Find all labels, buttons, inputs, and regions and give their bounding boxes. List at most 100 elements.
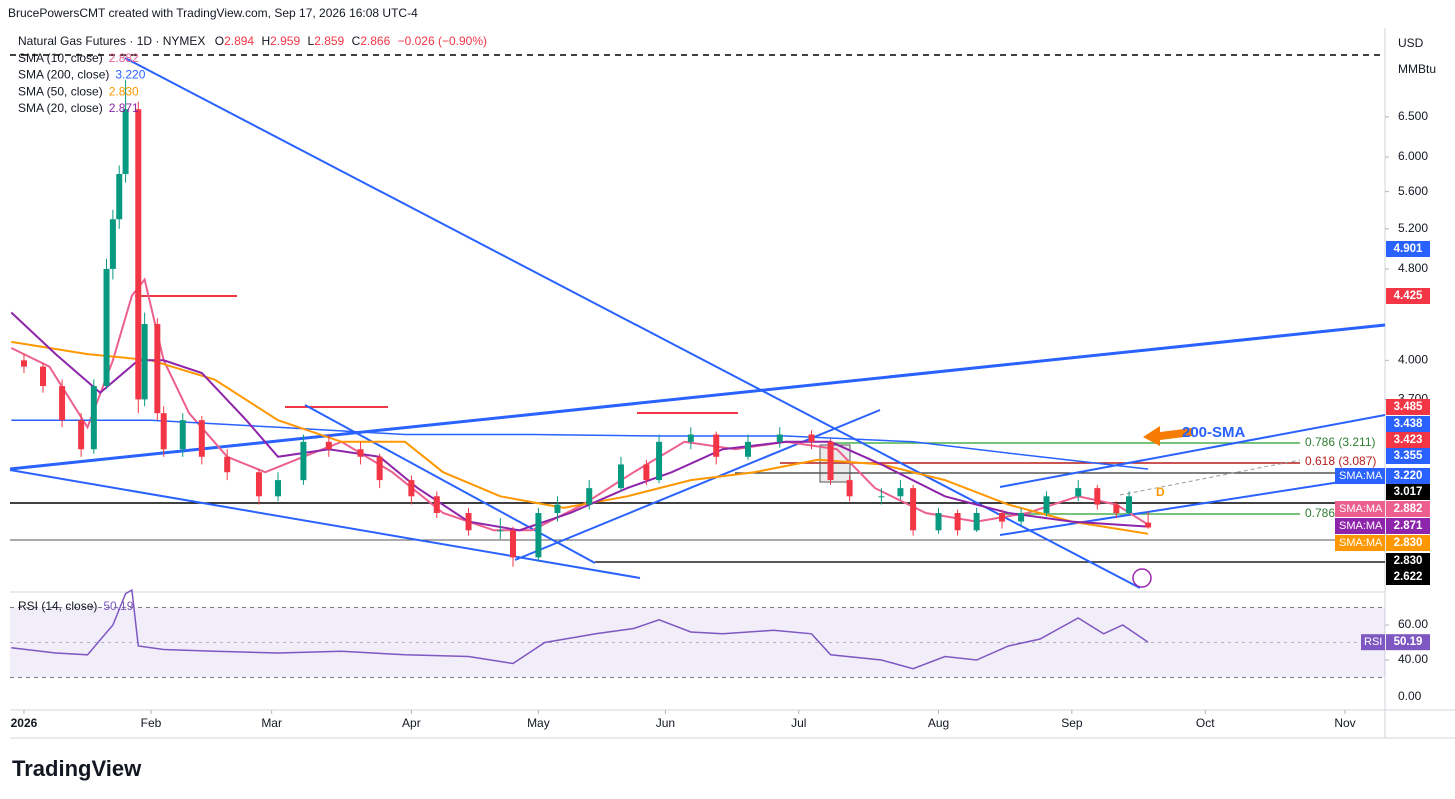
badge-tag: SMA:MA [1339,470,1383,482]
candle-body [1113,504,1120,514]
legend-name: SMA (50, close) [18,85,103,99]
legend-entry: SMA (50, close) 2.830 [18,85,139,99]
candle-body [103,268,110,387]
candle-body [1126,496,1133,514]
candle-body [300,441,307,481]
x-tick-label: 2026 [11,716,38,730]
badge-tag: RSI [1364,636,1382,648]
candle-body [1145,522,1152,528]
badge-tag: SMA:MA [1339,520,1383,532]
candle-body [973,513,980,531]
candle-body [275,480,282,497]
candle-body [586,488,593,505]
price-badge: 2.830 [1394,537,1423,549]
trend-line [124,57,1141,589]
price-badge: 3.423 [1394,434,1423,446]
ohlc-prefix: C [352,34,361,48]
x-tick-label: Feb [141,716,162,730]
badge-tag-bg [1335,518,1385,534]
candle-body [20,360,27,367]
legend-value: 2.830 [109,85,139,99]
candle-body [808,434,815,442]
trend-line [304,404,596,564]
candle-body [497,530,504,532]
badge-tag: SMA:MA [1339,537,1383,549]
x-tick-label: Jul [791,716,806,730]
candle-body [643,464,650,481]
indicator-line [11,588,1149,670]
y-tick-label: 6.500 [1398,109,1428,123]
candle-body [617,464,624,489]
badge-tag-bg [1335,468,1385,484]
ohlc-value: 2.866 [360,34,390,48]
fib-label: 0.786 (3.211) [1305,435,1376,449]
price-badge-bg [1386,634,1430,651]
alert-icon [1132,568,1152,588]
price-badge-bg [1386,518,1430,534]
price-badge: 4.425 [1394,290,1423,302]
candle-body [999,513,1006,522]
candle-body [122,109,129,175]
y-tick-label: 4.000 [1398,353,1428,367]
badge-tag-bg [1335,501,1385,517]
legend-value: 50.19 [103,599,133,613]
price-badge-bg [1386,535,1430,551]
price-badge: 2.622 [1394,571,1423,583]
ohlc-value: 2.894 [224,34,254,48]
legend-entry: SMA (20, close) 2.871 [18,101,139,115]
trend-line [999,474,1386,536]
price-badge: 2.871 [1394,520,1423,532]
price-badge-bg [1386,399,1430,415]
price-badge-bg [1386,468,1430,484]
indicator-line [11,419,1149,470]
candle-body [687,434,694,442]
x-tick-label: Oct [1196,716,1215,730]
candle-body [910,488,917,531]
legend-name: SMA (10, close) [18,51,103,65]
drawings [9,54,1386,589]
candle-body [954,513,961,531]
candle-body [776,434,783,442]
candle-body [59,386,66,421]
ohlc-prefix: O [215,34,224,48]
candle-body [198,420,205,457]
logo: TradingView [12,756,142,781]
price-badge-bg [1386,484,1430,500]
price-badge-bg [1386,241,1430,257]
x-tick-label: Aug [928,716,949,730]
symbol-header: Natural Gas Futures · 1D · NYMEX O2.894 … [18,34,487,48]
y-tick-label: 5.200 [1398,221,1428,235]
candle-body [465,513,472,531]
y-tick-label: 5.600 [1398,184,1428,198]
price-badge: 3.438 [1394,418,1423,430]
y-tick-label: 6.000 [1398,149,1428,163]
candle-body [154,324,161,414]
price-badge-bg [1386,553,1430,569]
price-badge-bg [1386,569,1430,585]
trend-line [999,414,1386,488]
fib-label: 0.618 (3.087) [1305,454,1376,468]
price-badge: 3.220 [1394,470,1423,482]
legend-entry: SMA (200, close) 3.220 [18,68,146,82]
candle-body [357,449,364,457]
ohlc-value: 2.859 [314,34,344,48]
legend-value: 2.882 [109,51,139,65]
candle-body [433,496,440,514]
candle-body [376,456,383,481]
credit: BrucePowersCMT created with TradingView.… [8,6,418,20]
candle-body [78,420,85,450]
candle-body [878,496,885,498]
badge-tag-bg [1335,535,1385,551]
point-label: D [1156,485,1165,499]
price-badge-bg [1386,501,1430,517]
ohlc-prefix: H [261,34,270,48]
candle-body [744,441,751,457]
price-badge: 3.355 [1394,450,1423,462]
price-badge: 3.017 [1394,486,1423,498]
x-tick-label: Apr [402,716,421,730]
legend-entry: SMA (10, close) 2.882 [18,51,139,65]
price-badge: 2.830 [1394,555,1423,567]
legend-entry: RSI (14, close) 50.19 [18,599,134,613]
candle-body [554,504,561,514]
